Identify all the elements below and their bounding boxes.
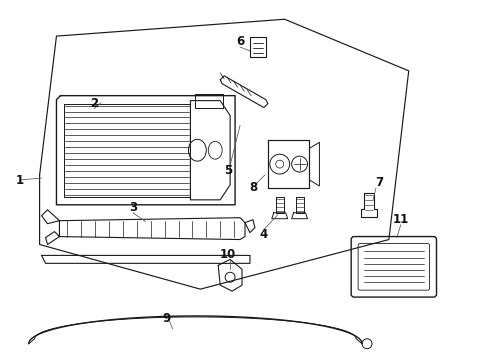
Text: 5: 5 bbox=[224, 163, 232, 176]
Text: 9: 9 bbox=[163, 312, 171, 325]
FancyBboxPatch shape bbox=[351, 237, 437, 297]
Text: 8: 8 bbox=[249, 181, 257, 194]
Text: 1: 1 bbox=[16, 174, 24, 186]
Text: 3: 3 bbox=[129, 201, 137, 214]
Text: 4: 4 bbox=[260, 228, 268, 241]
Text: 11: 11 bbox=[392, 213, 409, 226]
Text: 2: 2 bbox=[90, 97, 98, 110]
Text: 10: 10 bbox=[220, 248, 236, 261]
Text: 7: 7 bbox=[375, 176, 383, 189]
Text: 6: 6 bbox=[236, 35, 244, 48]
